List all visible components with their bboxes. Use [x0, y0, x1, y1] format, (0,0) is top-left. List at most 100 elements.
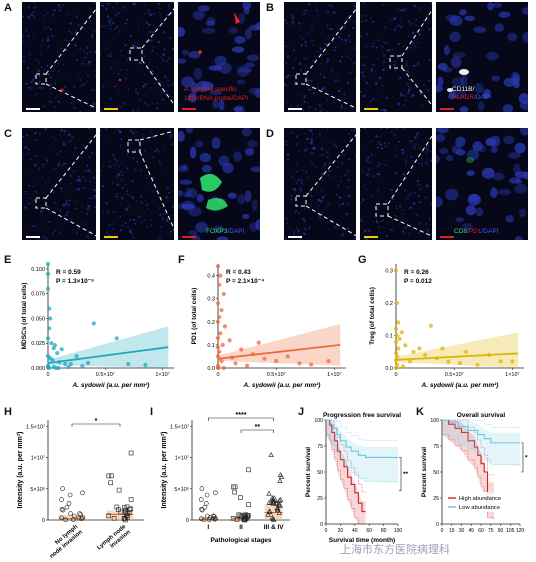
data-point: [309, 362, 314, 367]
nucleus: [410, 155, 413, 158]
nucleus: [43, 105, 46, 108]
nucleus: [150, 224, 152, 227]
nucleus: [429, 149, 432, 152]
data-point: [270, 497, 277, 503]
category-label: Lymph nodeinvasion: [96, 524, 132, 557]
zoom-line-D2b: [387, 215, 437, 239]
nucleus: [116, 175, 119, 177]
watermark-text: 上海市东方医院病理科: [340, 544, 450, 556]
nucleus: [284, 140, 288, 142]
data-point: [297, 361, 302, 366]
nucleus: [84, 180, 87, 182]
nucleus: [32, 37, 34, 40]
nucleus: [285, 101, 289, 103]
data-point: [285, 354, 290, 359]
nucleus: [407, 92, 409, 95]
nucleus: [321, 195, 325, 199]
nucleus: [326, 61, 329, 64]
nucleus: [162, 170, 164, 172]
scalebar-D2: [364, 236, 378, 238]
nucleus: [520, 128, 528, 136]
nucleus: [309, 80, 313, 82]
data-point: [262, 356, 267, 361]
nucleus: [400, 25, 403, 29]
panel-letter-A: A: [4, 2, 12, 14]
nucleus: [417, 194, 420, 197]
nucleus: [303, 97, 306, 99]
nucleus: [57, 162, 60, 165]
zoom-box-A1: [35, 73, 47, 85]
nucleus: [113, 158, 116, 161]
nucleus: [360, 71, 364, 74]
micro-D-overview: [284, 128, 356, 240]
nucleus: [469, 194, 479, 202]
nucleus: [140, 201, 143, 204]
data-point: [222, 324, 228, 329]
nucleus: [40, 210, 43, 213]
nucleus: [144, 200, 147, 202]
nucleus: [135, 45, 138, 49]
nucleus: [292, 22, 295, 26]
nucleus: [137, 109, 139, 112]
nucleus: [239, 67, 253, 73]
nucleus: [413, 4, 417, 8]
nucleus: [408, 140, 410, 143]
nucleus: [114, 232, 116, 235]
nucleus: [38, 80, 41, 83]
nucleus: [188, 206, 202, 217]
nucleus: [382, 4, 385, 6]
x-tick-label: 20: [338, 528, 344, 534]
scalebar-A2: [104, 108, 118, 110]
data-point: [227, 338, 232, 343]
y-tick-label: 100: [430, 418, 439, 424]
nucleus: [335, 80, 338, 82]
data-point: [60, 507, 66, 513]
nucleus: [141, 21, 143, 24]
nucleus: [57, 100, 61, 103]
nucleus: [62, 3, 64, 6]
nucleus: [377, 189, 379, 192]
nucleus: [417, 42, 420, 44]
data-point: [220, 342, 225, 347]
nucleus: [64, 214, 68, 216]
nucleus: [117, 72, 120, 75]
nucleus: [307, 3, 311, 6]
micro-C-overview: [22, 128, 96, 240]
nucleus: [382, 54, 386, 57]
data-point: [393, 268, 399, 273]
nucleus: [242, 214, 250, 219]
nucleus: [311, 133, 314, 135]
nucleus: [304, 228, 307, 231]
nucleus: [45, 221, 47, 225]
x-tick-label: 45: [468, 528, 474, 534]
nucleus: [291, 20, 295, 24]
nucleus: [368, 228, 371, 231]
y-axis-label: Treg (of total cells): [369, 287, 376, 345]
scalebar-B3: [440, 108, 454, 110]
nucleus: [61, 190, 64, 193]
nucleus: [378, 226, 380, 229]
nucleus: [423, 197, 426, 199]
nucleus: [400, 94, 403, 97]
nucleus: [139, 98, 142, 101]
nucleus: [303, 232, 306, 236]
nucleus: [86, 208, 90, 211]
nucleus: [451, 56, 462, 68]
nucleus: [399, 18, 402, 20]
nucleus: [403, 212, 406, 214]
nucleus: [22, 15, 24, 18]
x-tick-label: 0: [325, 528, 328, 534]
nucleus: [428, 58, 431, 62]
nucleus: [353, 61, 355, 65]
data-point: [277, 478, 283, 483]
nucleus: [288, 109, 290, 112]
nucleus: [120, 179, 123, 181]
nucleus: [171, 189, 174, 192]
nucleus: [303, 132, 305, 135]
nucleus: [125, 207, 128, 210]
nucleus: [113, 72, 115, 75]
nucleus: [415, 24, 417, 26]
nucleus: [335, 145, 338, 148]
nucleus: [129, 219, 132, 221]
nucleus: [64, 39, 67, 41]
